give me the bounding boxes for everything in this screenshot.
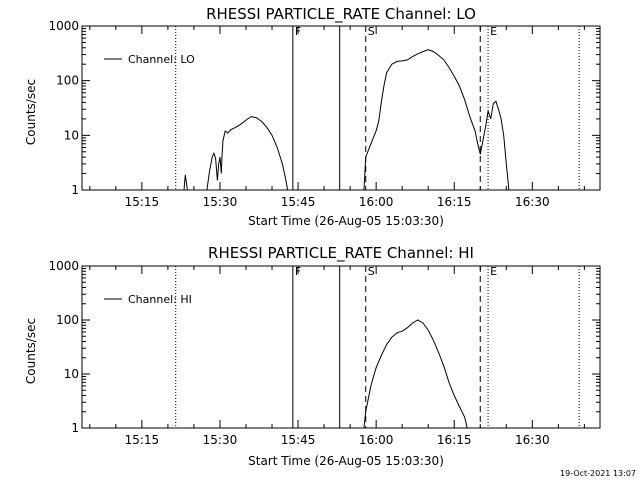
x-tick-label: 16:00 [359, 195, 394, 209]
x-tick-label: 16:30 [515, 433, 550, 447]
series-line [206, 116, 289, 191]
y-tick-label: 10 [64, 128, 79, 142]
x-tick-label: 16:00 [359, 433, 394, 447]
event-marker-label: F [295, 265, 301, 278]
generation-timestamp: 19-Oct-2021 13:07 [560, 469, 636, 478]
series-line [363, 49, 510, 191]
y-axis-label: Counts/sec [24, 79, 38, 145]
event-marker-label: E [490, 265, 497, 278]
x-axis-label: Start Time (26-Aug-05 15:03:30) [248, 454, 444, 468]
y-tick-label: 100 [56, 313, 79, 327]
y-tick-label: 1000 [48, 19, 79, 33]
chart-title: RHESSI PARTICLE_RATE Channel: LO [206, 5, 476, 24]
event-marker-label: E [490, 25, 497, 38]
x-tick-label: 16:15 [437, 195, 472, 209]
chart-title: RHESSI PARTICLE_RATE Channel: HI [208, 244, 474, 263]
hi-channel-panel: RHESSI PARTICLE_RATE Channel: HI Start Ti… [24, 244, 601, 468]
x-axis-label: Start Time (26-Aug-05 15:03:30) [248, 214, 444, 228]
event-marker-label: S [368, 25, 375, 38]
x-tick-label: 15:15 [125, 433, 160, 447]
x-tick-label: 15:45 [281, 433, 316, 447]
y-tick-label: 100 [56, 74, 79, 88]
lo-channel-panel: RHESSI PARTICLE_RATE Channel: LO Start Ti… [24, 5, 601, 228]
event-marker-label: S [368, 265, 375, 278]
legend-entry: Channel: LO [128, 53, 195, 66]
plot-frame [81, 25, 601, 191]
y-axis-label: Counts/sec [24, 318, 38, 384]
event-marker-label: F [295, 25, 301, 38]
x-tick-label: 15:15 [125, 195, 160, 209]
series-line [363, 319, 468, 429]
legend-entry: Channel: HI [128, 293, 192, 306]
x-tick-label: 16:15 [437, 433, 472, 447]
x-tick-label: 16:30 [515, 195, 550, 209]
y-tick-label: 1 [71, 421, 79, 435]
x-tick-label: 15:30 [203, 433, 238, 447]
y-tick-label: 1000 [48, 259, 79, 273]
x-tick-label: 15:30 [203, 195, 238, 209]
x-tick-label: 15:45 [281, 195, 316, 209]
y-tick-label: 1 [71, 183, 79, 197]
series-line [183, 174, 188, 191]
plot-frame [81, 265, 601, 429]
y-tick-label: 10 [64, 367, 79, 381]
